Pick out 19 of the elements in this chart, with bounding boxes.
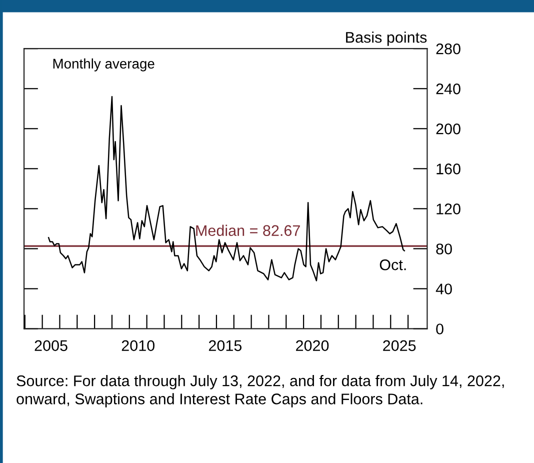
line-series <box>48 96 406 282</box>
y-tick-label: 120 <box>436 204 460 214</box>
y-tick-label: 40 <box>436 284 452 294</box>
x-tick-label: 2020 <box>296 340 329 352</box>
x-tick-label: 2015 <box>208 340 242 352</box>
annotation: Oct. <box>380 259 406 270</box>
x-tick-label: 2005 <box>34 340 68 352</box>
source-note: Source: For data through July 13, 2022, and for data from July 14, 2022, onward, Swaptions and Interest Rate Caps and Floors Data. <box>16 375 504 408</box>
y-tick-label: 200 <box>436 124 460 134</box>
y-tick-label: 160 <box>436 164 460 174</box>
y-tick-label: 240 <box>436 84 460 94</box>
y-axis-title: Basis points <box>346 32 427 46</box>
x-tick-label: 2025 <box>383 340 416 352</box>
annotation: Monthly average <box>53 58 154 72</box>
y-tick-label: 280 <box>436 43 460 54</box>
y-tick-label: 80 <box>436 244 452 254</box>
ref-line-label: Median = 82.67 <box>196 224 300 236</box>
y-tick-label: 0 <box>436 324 444 334</box>
x-tick-label: 2010 <box>122 340 154 352</box>
